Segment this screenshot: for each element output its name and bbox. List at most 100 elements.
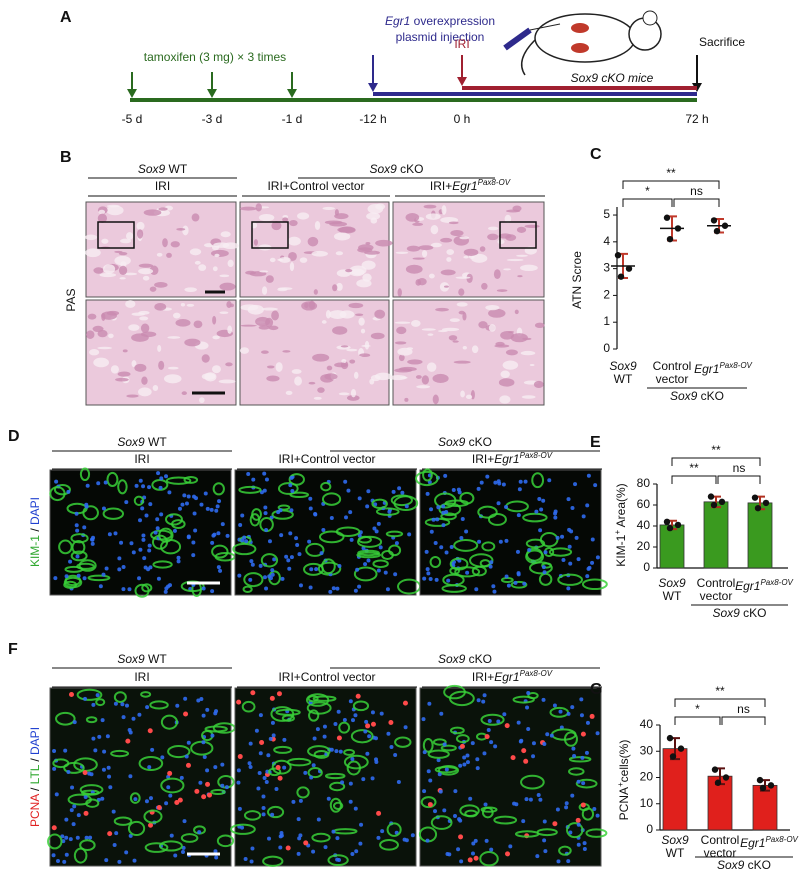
tissue-texture (471, 345, 479, 354)
tissue-texture (272, 557, 277, 562)
significance-label-part: ns (733, 461, 746, 475)
timepoint-label-part: -5 d (122, 112, 143, 126)
tissue-texture (452, 340, 459, 343)
timepoint-label: -5 d (122, 112, 143, 126)
tissue-texture (143, 209, 162, 216)
panel-label-part: G (590, 681, 602, 698)
x-tick-label: vector (656, 372, 689, 386)
tissue-texture (357, 535, 383, 548)
tissue-texture (484, 838, 489, 843)
tissue-texture (205, 781, 211, 787)
tissue-texture (510, 333, 528, 343)
tissue-texture (225, 362, 233, 367)
tissue-texture (393, 753, 398, 758)
timepoint-label: 0 h (454, 112, 471, 126)
tissue-texture (125, 300, 136, 308)
tissue-texture (210, 249, 229, 257)
tissue-texture (459, 859, 464, 864)
tissue-texture (95, 698, 106, 707)
tissue-texture (183, 696, 188, 701)
tissue-texture (534, 509, 539, 514)
tissue-texture (309, 775, 314, 780)
tissue-texture (131, 360, 137, 368)
timepoint-label: 72 h (685, 112, 708, 126)
tissue-texture (343, 748, 356, 756)
tissue-texture (440, 217, 459, 223)
tissue-texture (366, 489, 371, 494)
tissue-texture (493, 269, 501, 280)
tissue-texture (238, 485, 262, 494)
tissue-texture (374, 759, 379, 764)
tissue-texture (404, 504, 409, 509)
tissue-texture (87, 313, 97, 320)
tissue-texture (263, 511, 268, 516)
tissue-texture (245, 270, 257, 275)
tissue-texture (183, 711, 189, 717)
y-tick-label-part: 20 (637, 539, 651, 553)
tissue-texture (366, 212, 381, 220)
column-header-part: IRI (155, 179, 170, 193)
tissue-texture (365, 751, 370, 756)
tissue-texture (459, 236, 470, 240)
tissue-texture (525, 705, 530, 710)
tissue-texture (262, 775, 267, 780)
tissue-texture (491, 584, 496, 589)
arrow-head (457, 77, 467, 86)
tissue-texture (501, 482, 506, 487)
x-tick-label: Egr1Pax8-OV (694, 361, 752, 377)
x-tick-label-part: WT (614, 372, 633, 386)
tissue-texture (90, 541, 95, 546)
tissue-texture (282, 217, 289, 222)
tissue-texture (268, 767, 282, 777)
tissue-texture (54, 479, 59, 484)
tissue-texture (529, 364, 535, 367)
tissue-texture (439, 545, 444, 550)
x-tick-label: Egr1Pax8-OV (735, 578, 793, 594)
tissue-texture (553, 515, 558, 520)
tissue-texture (476, 698, 481, 703)
tissue-texture (580, 755, 585, 760)
tissue-texture (213, 765, 218, 770)
tissue-texture (505, 851, 511, 857)
tissue-texture (152, 560, 173, 569)
tissue-texture (435, 307, 449, 312)
tissue-texture (539, 507, 544, 512)
group-label: Sox9 cKO (670, 389, 724, 403)
tissue-texture (169, 833, 174, 838)
y-tick-label: 80 (637, 476, 651, 490)
tissue-texture (122, 349, 128, 353)
x-tick-label: Sox9 (609, 359, 637, 373)
tissue-texture (137, 576, 142, 581)
tissue-texture (55, 711, 76, 726)
tissue-texture (425, 838, 430, 843)
y-tick-label: 40 (637, 518, 651, 532)
tissue-texture (335, 251, 344, 256)
y-tick-label: 0 (646, 822, 653, 836)
mouse-tail (520, 39, 536, 76)
tissue-texture (117, 567, 122, 572)
x-tick-label-part: Sox9 (658, 576, 686, 590)
tissue-texture (236, 768, 241, 773)
tissue-texture (425, 567, 430, 572)
tissue-texture (475, 757, 480, 762)
tissue-texture (349, 537, 354, 542)
column-header: IRI (134, 670, 149, 684)
tissue-texture (438, 502, 462, 517)
tissue-texture (348, 781, 353, 786)
tissue-texture (555, 807, 560, 812)
group-label-part: Sox9 (712, 606, 740, 620)
tissue-texture (85, 716, 98, 724)
data-point (767, 782, 775, 789)
significance-bracket (721, 716, 766, 725)
tissue-texture (297, 212, 310, 220)
tissue-texture (141, 533, 146, 538)
tissue-texture (146, 567, 151, 572)
y-tick-label: 3 (603, 261, 610, 275)
stain-label-part: KIM-1 (28, 535, 42, 567)
tissue-texture (428, 273, 435, 279)
tissue-texture (66, 489, 71, 494)
tissue-texture (381, 550, 394, 561)
significance-bracket (622, 180, 720, 189)
panel-label: G (590, 681, 602, 698)
tissue-texture (238, 523, 243, 528)
